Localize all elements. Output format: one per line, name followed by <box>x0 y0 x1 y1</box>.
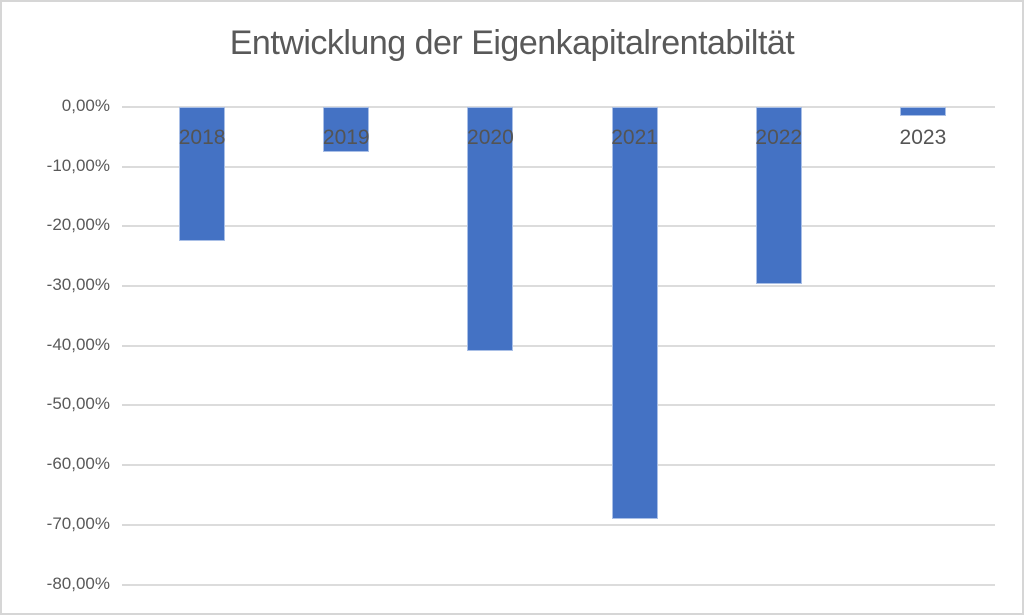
y-axis-tick <box>122 583 130 586</box>
x-category-label: 2019 <box>322 126 370 149</box>
y-tick-label: -60,00% <box>46 454 110 474</box>
bar-2023 <box>899 107 946 116</box>
bar-2021 <box>611 107 658 519</box>
chart-title: Entwicklung der Eigenkapitalrentabiltät <box>229 24 795 62</box>
bar-2022 <box>755 107 802 285</box>
y-gridline <box>130 285 995 288</box>
x-category-label: 2022 <box>755 126 803 149</box>
bar-2019 <box>323 107 370 153</box>
y-tick-label: -10,00% <box>46 155 110 175</box>
y-gridline <box>130 106 995 108</box>
y-axis-tick <box>122 344 130 347</box>
y-tick-label: 0,00% <box>61 96 110 115</box>
bar-2020 <box>467 107 514 351</box>
y-axis-tick <box>122 165 130 168</box>
y-tick-label: -80,00% <box>46 573 110 593</box>
y-axis-tick <box>122 285 130 288</box>
bar-2018 <box>179 107 226 242</box>
y-tick-label: -40,00% <box>46 334 110 354</box>
y-tick-label: -50,00% <box>46 394 110 414</box>
y-gridline <box>130 165 995 168</box>
y-gridline <box>130 404 995 407</box>
y-gridline <box>130 344 995 347</box>
y-axis-tick <box>122 225 130 228</box>
x-category-label: 2023 <box>899 126 947 149</box>
y-gridline <box>130 225 995 228</box>
y-axis-tick <box>122 464 130 467</box>
x-category-label: 2021 <box>611 126 658 149</box>
y-tick-label: -20,00% <box>46 215 110 235</box>
y-tick-label: -70,00% <box>46 513 110 533</box>
y-axis-tick <box>122 106 130 108</box>
x-category-label: 2020 <box>467 126 514 149</box>
y-tick-label: -30,00% <box>46 275 110 295</box>
y-axis-tick <box>122 404 130 407</box>
y-axis-tick <box>122 523 130 526</box>
x-category-label: 2018 <box>178 126 226 149</box>
y-gridline <box>130 583 995 586</box>
y-gridline <box>130 464 995 467</box>
y-gridline <box>130 523 995 526</box>
